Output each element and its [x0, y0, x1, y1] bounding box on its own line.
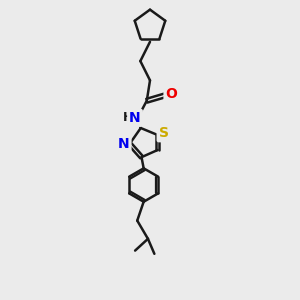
Text: N: N [129, 111, 141, 125]
Text: O: O [166, 87, 177, 101]
Text: H: H [123, 111, 133, 124]
Text: S: S [159, 126, 169, 140]
Text: N: N [118, 137, 130, 151]
